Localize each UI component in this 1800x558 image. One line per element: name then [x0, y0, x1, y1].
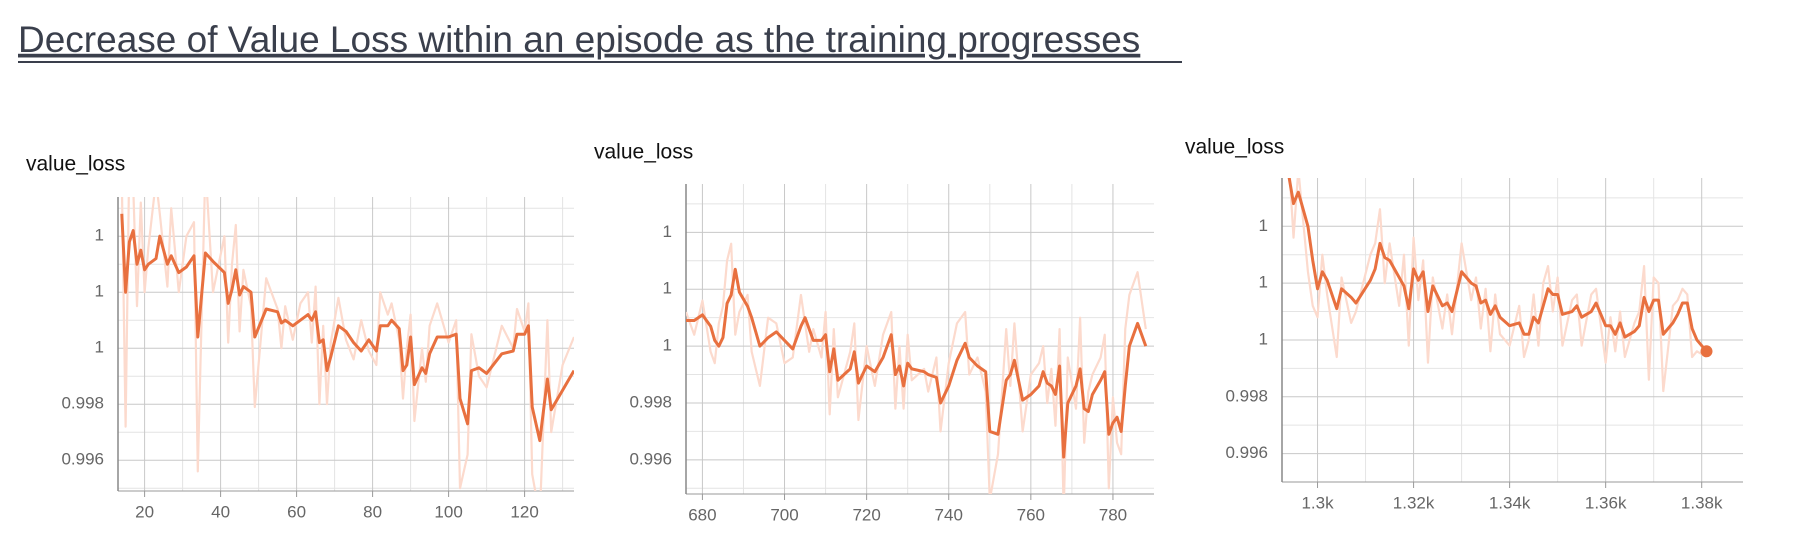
chart-panel: value_loss 1 1 1 0.998 0.996 1.3k 1.32k 1.34k 1.3… — [1185, 136, 1743, 512]
y-tick-label: 0.998 — [61, 394, 104, 413]
x-tick-label: 680 — [688, 505, 716, 524]
data-line — [686, 267, 1148, 459]
y-tick-label: 0.998 — [1225, 386, 1268, 405]
data-line — [686, 242, 1147, 494]
y-tick-label: 1 — [663, 336, 672, 355]
plot-area — [120, 197, 574, 491]
y-tick-label: 1 — [1259, 329, 1268, 348]
plot-area — [1287, 178, 1708, 393]
y-tick-label: 1 — [1259, 216, 1268, 235]
chart-panel: value_loss 1 1 1 0.998 0.996 680 700 720 740 760 78… — [594, 141, 1154, 524]
x-tick-label: 1.32k — [1393, 493, 1435, 512]
x-tick-label: 120 — [510, 502, 538, 521]
y-tick-label: 1 — [663, 279, 672, 298]
data-line — [120, 197, 574, 491]
x-tick-label: 40 — [211, 502, 230, 521]
x-tick-label: 1.3k — [1301, 493, 1334, 512]
x-tick-label: 20 — [135, 502, 154, 521]
data-line — [1288, 178, 1708, 393]
data-line — [120, 213, 574, 443]
x-tick-label: 1.38k — [1681, 493, 1723, 512]
y-tick-label: 1 — [95, 226, 104, 245]
x-tick-label: 1.36k — [1585, 493, 1627, 512]
chart-title: value_loss — [26, 153, 125, 176]
x-tick-label: 80 — [363, 502, 382, 521]
chart-title: value_loss — [594, 141, 693, 164]
y-tick-label: 1 — [95, 282, 104, 301]
plot-area — [686, 242, 1148, 494]
x-tick-label: 100 — [434, 502, 462, 521]
data-line — [1287, 178, 1708, 353]
y-tick-label: 0.998 — [629, 392, 672, 411]
x-tick-label: 700 — [770, 505, 798, 524]
x-tick-label: 740 — [935, 505, 963, 524]
last-point — [1700, 345, 1713, 358]
y-tick-label: 1 — [1259, 273, 1268, 292]
x-tick-label: 780 — [1099, 505, 1127, 524]
y-tick-label: 0.996 — [629, 449, 672, 468]
chart-panel: value_loss 1 1 1 0.998 0.996 20 40 60 80 100 120 — [26, 153, 574, 521]
y-tick-label: 0.996 — [1225, 443, 1268, 462]
y-tick-label: 0.996 — [61, 450, 104, 469]
y-tick-label: 1 — [663, 222, 672, 241]
page-title: Decrease of Value Loss within an episode… — [18, 19, 1140, 60]
y-tick-label: 1 — [95, 338, 104, 357]
chart-title: value_loss — [1185, 136, 1284, 159]
x-tick-label: 760 — [1017, 505, 1045, 524]
x-tick-label: 60 — [287, 502, 306, 521]
x-tick-label: 720 — [852, 505, 880, 524]
x-tick-label: 1.34k — [1489, 493, 1531, 512]
